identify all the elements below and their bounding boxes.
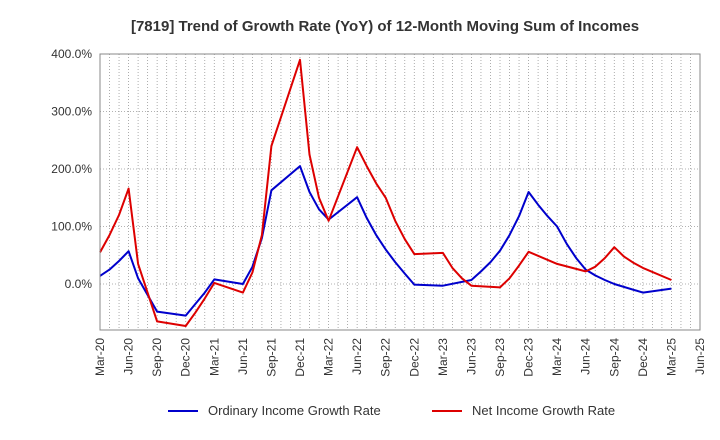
x-tick-label: Jun-21: [236, 338, 250, 375]
y-tick-label: 0.0%: [65, 277, 93, 291]
grid: [100, 53, 700, 330]
x-tick-label: Dec-24: [636, 338, 650, 377]
legend-label-2: Net Income Growth Rate: [472, 403, 615, 418]
x-tick-label: Dec-20: [179, 338, 193, 377]
x-tick-label: Dec-22: [407, 338, 421, 377]
legend: Ordinary Income Growth Rate Net Income Gr…: [168, 403, 615, 418]
series-line-2: [99, 58, 672, 327]
x-tick-label: Mar-21: [207, 338, 221, 376]
y-tick-label: 300.0%: [51, 105, 92, 119]
x-tick-label: Dec-23: [522, 338, 536, 377]
x-tick-label: Jun-22: [350, 338, 364, 375]
x-tick-label: Sep-20: [150, 338, 164, 377]
series-line-1: [99, 165, 672, 317]
x-tick-label: Sep-22: [379, 338, 393, 377]
x-tick-label: Jun-23: [464, 338, 478, 375]
y-tick-label: 400.0%: [51, 47, 92, 61]
chart-title: [7819] Trend of Growth Rate (YoY) of 12-…: [131, 18, 639, 35]
x-tick-label: Mar-22: [322, 338, 336, 376]
x-tick-label: Dec-21: [293, 338, 307, 377]
x-tick-label: Mar-23: [436, 338, 450, 376]
x-tick-label: Sep-21: [264, 338, 278, 377]
x-tick-label: Mar-25: [664, 338, 678, 376]
x-tick-label: Mar-20: [93, 338, 107, 376]
y-tick-label: 200.0%: [51, 162, 92, 176]
y-tick-label: 100.0%: [51, 220, 92, 234]
plot-frame: [99, 53, 701, 331]
series-lines: [99, 58, 672, 327]
x-tick-label: Jun-24: [579, 338, 593, 375]
x-tick-label: Sep-23: [493, 338, 507, 377]
x-tick-label: Sep-24: [607, 338, 621, 377]
y-axis-ticks: 0.0% 100.0% 200.0% 300.0% 400.0%: [51, 47, 92, 291]
x-tick-label: Mar-24: [550, 338, 564, 376]
x-tick-label: Jun-20: [122, 338, 136, 375]
legend-label-1: Ordinary Income Growth Rate: [208, 403, 381, 418]
x-axis-ticks: Mar-20 Jun-20 Sep-20 Dec-20 Mar-21 Jun-21 Sep-…: [93, 338, 707, 377]
x-tick-label: Jun-25: [693, 338, 707, 375]
